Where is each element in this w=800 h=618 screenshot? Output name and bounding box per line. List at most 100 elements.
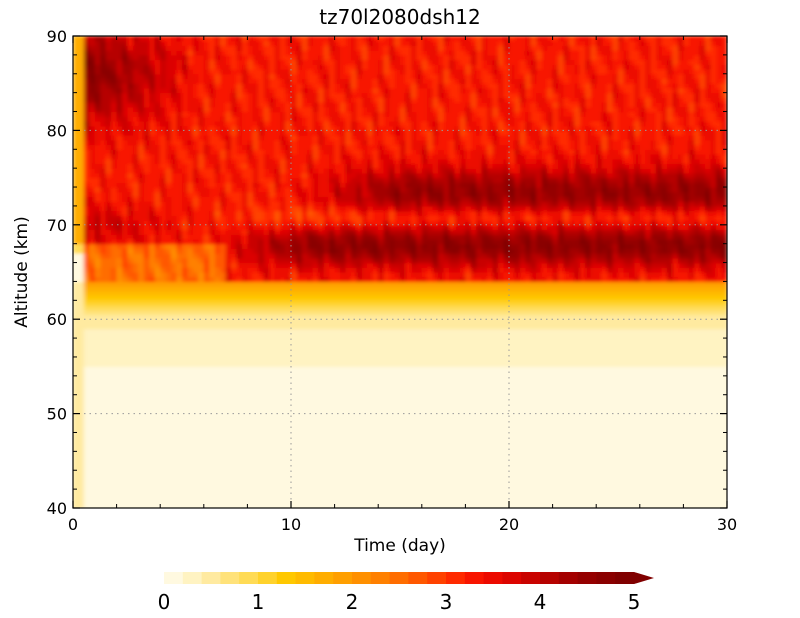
heatmap-cell	[132, 191, 139, 198]
heatmap-cell	[231, 484, 238, 490]
heatmap-cell	[94, 257, 101, 264]
heatmap-cell	[301, 356, 308, 363]
heatmap-cell	[160, 281, 167, 287]
heatmap-cell	[274, 281, 281, 287]
heatmap-cell	[247, 328, 254, 334]
heatmap-cell	[323, 196, 330, 202]
heatmap-cell	[100, 234, 107, 240]
heatmap-cell	[132, 40, 139, 47]
heatmap-cell	[231, 432, 238, 438]
heatmap-cell	[231, 205, 238, 212]
heatmap-cell	[241, 309, 248, 316]
heatmap-cell	[318, 182, 325, 188]
heatmap-cell	[280, 456, 287, 462]
heatmap-cell	[318, 474, 325, 481]
heatmap-cell	[203, 352, 210, 358]
heatmap-cell	[122, 295, 129, 301]
heatmap-cell	[89, 69, 96, 75]
heatmap-cell	[291, 295, 298, 301]
heatmap-cell	[149, 338, 156, 344]
heatmap-cell	[340, 172, 347, 179]
heatmap-cell	[241, 300, 248, 306]
heatmap-cell	[318, 423, 325, 429]
heatmap-cell	[301, 493, 308, 500]
heatmap-cell	[312, 168, 319, 174]
heatmap-cell	[241, 248, 248, 254]
heatmap-cell	[138, 238, 145, 245]
heatmap-cell	[291, 125, 298, 131]
heatmap-cell	[340, 220, 347, 226]
heatmap-cell	[252, 177, 259, 183]
heatmap-cell	[285, 130, 292, 136]
heatmap-cell	[225, 238, 232, 245]
heatmap-cell	[263, 333, 270, 339]
heatmap-cell	[100, 380, 107, 386]
heatmap-cell	[318, 366, 325, 372]
heatmap-cell	[307, 106, 314, 113]
heatmap-cell	[247, 272, 254, 278]
heatmap-cell	[122, 404, 129, 410]
heatmap-cell	[241, 366, 248, 372]
heatmap-cell	[122, 441, 129, 448]
heatmap-cell	[269, 408, 276, 415]
heatmap-cell	[132, 234, 139, 240]
heatmap-cell	[263, 92, 270, 98]
heatmap-cell	[231, 54, 238, 61]
heatmap-cell	[127, 106, 134, 113]
heatmap-cell	[329, 356, 336, 363]
heatmap-cell	[307, 427, 314, 434]
heatmap-cell	[225, 328, 232, 334]
heatmap-cell	[171, 144, 178, 150]
heatmap-cell	[89, 78, 96, 84]
heatmap-cell	[198, 130, 205, 136]
heatmap-cell	[263, 276, 270, 283]
heatmap-cell	[127, 243, 134, 249]
heatmap-cell	[171, 418, 178, 424]
heatmap-cell	[165, 59, 172, 65]
heatmap-cell	[73, 399, 80, 405]
heatmap-cell	[105, 116, 112, 122]
heatmap-cell	[340, 144, 347, 150]
heatmap-cell	[231, 399, 238, 405]
heatmap-cell	[291, 371, 298, 377]
heatmap-cell	[258, 465, 265, 471]
heatmap-cell	[160, 69, 167, 75]
heatmap-cell	[329, 276, 336, 283]
heatmap-cell	[329, 305, 336, 311]
heatmap-cell	[220, 446, 227, 452]
heatmap-cell	[252, 87, 259, 94]
heatmap-cell	[203, 69, 210, 75]
heatmap-cell	[323, 182, 330, 188]
heatmap-cell	[89, 479, 96, 485]
heatmap-cell	[143, 158, 150, 165]
heatmap-cell	[247, 503, 254, 508]
heatmap-cell	[296, 272, 303, 278]
heatmap-cell	[127, 163, 134, 169]
heatmap-cell	[105, 191, 112, 198]
heatmap-cell	[165, 460, 172, 467]
heatmap-cell	[149, 333, 156, 339]
heatmap-cell	[334, 347, 341, 353]
heatmap-cell	[269, 371, 276, 377]
heatmap-cell	[252, 413, 259, 419]
heatmap-cell	[291, 78, 298, 84]
heatmap-cell	[78, 177, 85, 183]
heatmap-cell	[329, 342, 336, 349]
heatmap-cell	[138, 243, 145, 249]
heatmap-cell	[269, 201, 276, 207]
heatmap-cell	[203, 253, 210, 259]
heatmap-cell	[143, 390, 150, 396]
heatmap-cell	[231, 83, 238, 89]
heatmap-cell	[111, 191, 118, 198]
heatmap-cell	[165, 427, 172, 434]
heatmap-cell	[122, 224, 129, 231]
heatmap-cell	[231, 446, 238, 452]
heatmap-cell	[100, 333, 107, 339]
heatmap-cell	[143, 323, 150, 330]
heatmap-cell	[252, 135, 259, 141]
heatmap-cell	[83, 276, 90, 283]
heatmap-cell	[214, 418, 221, 424]
heatmap-cell	[252, 333, 259, 339]
heatmap-cell	[94, 305, 101, 311]
heatmap-cell	[209, 484, 216, 490]
